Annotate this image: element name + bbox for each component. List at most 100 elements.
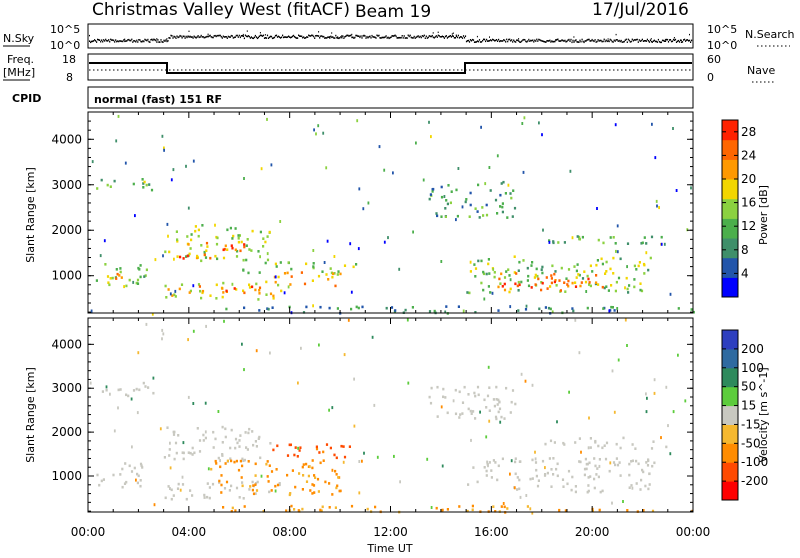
- nsky-point: [110, 38, 112, 41]
- nsky-point: [324, 37, 326, 39]
- power-cell: [361, 305, 364, 309]
- velocity-cell: [218, 479, 221, 483]
- velocity-cell: [328, 506, 331, 509]
- velocity-cell: [142, 381, 145, 385]
- velocity-cell: [205, 324, 207, 328]
- power-cell: [174, 295, 177, 298]
- velocity-cell: [187, 338, 189, 342]
- nsky-point: [582, 40, 584, 43]
- velocity-cell: [474, 417, 477, 420]
- nsky-point: [161, 41, 163, 43]
- nsky-point: [550, 41, 552, 43]
- nsky-point: [204, 36, 206, 39]
- nsky-point: [436, 36, 438, 38]
- nsky-point: [254, 34, 256, 37]
- velocity-cell: [514, 460, 517, 464]
- velocity-cell: [238, 496, 241, 499]
- nsky-point: [236, 34, 238, 37]
- velocity-cell: [266, 475, 269, 478]
- nsky-point: [460, 36, 463, 38]
- velocity-cell: [488, 419, 491, 423]
- power-cell: [572, 309, 575, 313]
- velocity-cell: [198, 439, 202, 442]
- velocity-cell: [458, 505, 461, 508]
- velocity-cell: [467, 483, 470, 486]
- nsky-point: [212, 36, 214, 39]
- velocity-cell: [485, 469, 488, 473]
- power-cell: [190, 233, 193, 236]
- nsky-point: [253, 36, 255, 39]
- nsky-point: [463, 36, 466, 39]
- nsky-point: [295, 36, 297, 39]
- nsky-point: [362, 35, 364, 37]
- nsky-point: [468, 41, 471, 43]
- velocity-cell: [531, 511, 534, 515]
- power-colorbar-tick-label: 8: [741, 243, 749, 257]
- nsky-point: [546, 40, 548, 42]
- nsky-point: [169, 37, 171, 39]
- nsky-point: [210, 36, 212, 38]
- power-cell: [567, 279, 570, 283]
- velocity-cell: [223, 487, 227, 490]
- velocity-cell: [353, 377, 355, 381]
- velocity-cell: [177, 434, 180, 437]
- nsky-point: [270, 35, 273, 38]
- nsky-point: [355, 34, 357, 37]
- nsky-point: [92, 40, 94, 43]
- velocity-cell: [325, 443, 329, 446]
- power-cell: [552, 240, 555, 243]
- nsky-point: [528, 38, 530, 41]
- power-cell: [627, 291, 630, 294]
- power-cell: [595, 281, 598, 284]
- velocity-cell: [509, 411, 512, 414]
- power-cell: [336, 307, 339, 310]
- power-cell: [614, 289, 617, 293]
- velocity-cell: [241, 342, 243, 346]
- nsky-point: [410, 36, 412, 39]
- nsky-point: [311, 34, 313, 37]
- nsky-point: [535, 40, 537, 42]
- nsky-point: [361, 37, 363, 39]
- nsky-point: [105, 38, 107, 41]
- power-cell: [515, 272, 518, 275]
- nsky-point: [138, 39, 140, 41]
- nsky-point: [487, 40, 489, 42]
- power-cell: [194, 225, 197, 228]
- nsky-point: [358, 35, 360, 37]
- nsky-point: [332, 36, 334, 38]
- power-cell: [545, 276, 548, 279]
- nsky-point: [431, 34, 433, 37]
- nsky-point: [602, 40, 604, 43]
- power-colorbar-tick-label: 16: [741, 196, 756, 210]
- power-cell: [192, 284, 195, 288]
- nsky-point: [445, 35, 447, 37]
- velocity-cell: [228, 489, 231, 492]
- power-cell: [579, 284, 582, 288]
- power-cell: [488, 166, 491, 169]
- nsky-point: [147, 38, 149, 41]
- velocity-cell: [269, 442, 272, 445]
- velocity-cell: [635, 459, 638, 463]
- nsky-point: [388, 37, 390, 40]
- velocity-cell: [234, 437, 238, 441]
- velocity-cell: [204, 401, 207, 405]
- velocity-cell: [535, 468, 538, 472]
- power-cell: [474, 311, 477, 314]
- velocity-cell: [650, 447, 654, 450]
- nsky-point: [640, 39, 642, 42]
- power-cell: [168, 250, 171, 254]
- nsky-point: [360, 35, 362, 37]
- velocity-cell: [176, 487, 180, 490]
- velocity-cell: [458, 390, 461, 394]
- nsky-trace: [89, 30, 693, 44]
- velocity-cell: [109, 392, 111, 396]
- power-cell: [242, 289, 245, 293]
- nsky-point: [521, 40, 523, 42]
- power-cell: [522, 259, 525, 262]
- power-cell: [336, 273, 339, 276]
- nsky-point: [595, 41, 597, 43]
- power-cell: [255, 282, 258, 286]
- nsky-point: [685, 40, 687, 42]
- velocity-cell: [617, 358, 620, 362]
- nsky-point: [262, 34, 265, 37]
